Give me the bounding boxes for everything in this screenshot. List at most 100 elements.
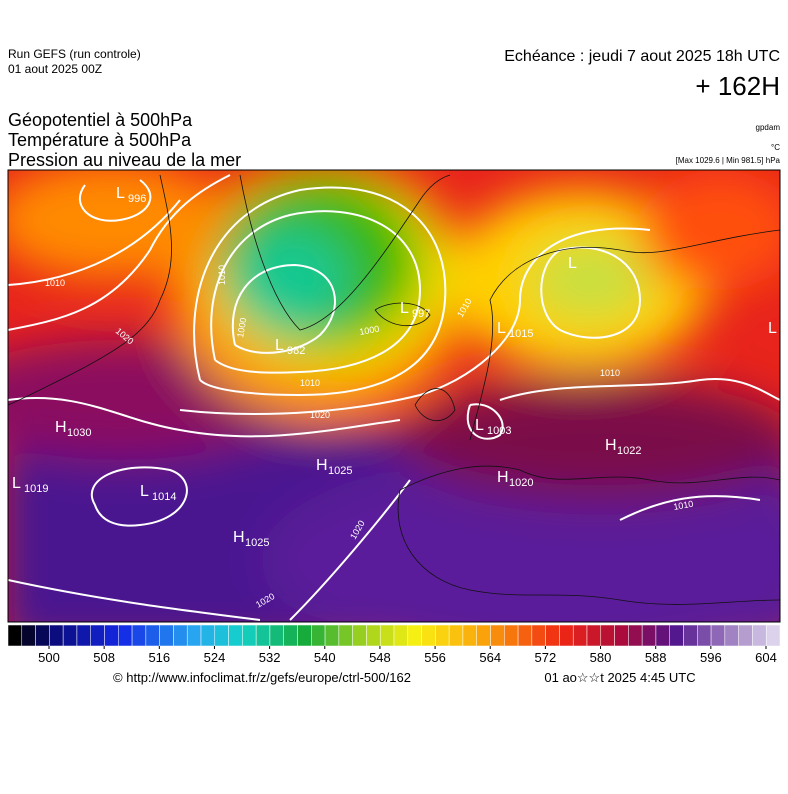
colorbar-cell [62, 624, 78, 647]
colorbar-cell [338, 624, 353, 647]
colorbar-tick-label: 540 [314, 650, 336, 665]
colorbar-cell [200, 624, 216, 647]
colorbar-cell [517, 624, 533, 647]
colorbar-tick-label: 500 [38, 650, 60, 665]
pressure-center-letter: H [316, 457, 328, 474]
colorbar-cell [118, 624, 133, 647]
colorbar-tick-label: 604 [755, 650, 777, 665]
run-name: Run GEFS (run controle) [8, 47, 141, 61]
colorbar-cell [297, 624, 312, 647]
colorbar-cell [462, 624, 477, 647]
colorbar-cell [765, 624, 781, 647]
colorbar-cell [21, 624, 36, 647]
colorbar-cell [228, 624, 243, 647]
colorbar-cell [283, 624, 298, 647]
colorbar-tick-label: 596 [700, 650, 722, 665]
pressure-center-letter: L [568, 255, 577, 272]
colorbar-cell [614, 624, 629, 647]
colorbar-cell [242, 624, 257, 647]
pressure-center-value: 1025 [245, 537, 269, 549]
pressure-center-value: 996 [128, 193, 146, 205]
pressure-center-value: 1014 [152, 491, 176, 503]
contour-label: 1020 [310, 410, 330, 420]
map [8, 170, 780, 622]
pressure-center-value: 1030 [67, 427, 91, 439]
colorbar-tick-label: 572 [535, 650, 557, 665]
colorbar-cell [752, 624, 767, 647]
pressure-center-value: 1019 [24, 483, 48, 495]
contour-label: 1010 [600, 368, 620, 378]
isobars [8, 174, 780, 621]
colorbar-cell [435, 624, 450, 647]
unit: [Max 1029.6 | Min 981.5] hPa [676, 156, 781, 165]
colorbar-cell [145, 624, 160, 647]
unit: °C [771, 143, 780, 152]
colorbar-tick-label: 564 [479, 650, 501, 665]
colorbar-cell [421, 624, 436, 647]
colorbar-cell [186, 624, 202, 647]
colorbar-tick-label: 508 [93, 650, 115, 665]
pressure-center-letter: L [116, 185, 125, 202]
contour-label: 1010 [300, 378, 320, 388]
colorbar-cell [490, 624, 505, 647]
colorbar-cell [572, 624, 588, 647]
colorbar-cell [628, 624, 643, 647]
colorbar-cell [49, 624, 64, 647]
pressure-center-letter: L [12, 475, 21, 492]
pressure-center-value: 1025 [328, 465, 352, 477]
pressure-center-value: 1022 [617, 445, 641, 457]
footer-time: 01 ao☆☆t 2025 4:45 UTC [544, 670, 695, 685]
colorbar-cell [476, 624, 491, 647]
colorbar-cell [159, 624, 174, 647]
colorbar-cell [448, 624, 464, 647]
colorbar-cell [131, 624, 147, 647]
pressure-center-letter: L [497, 320, 506, 337]
colorbar-cell [600, 624, 615, 647]
colorbar-cell [669, 624, 684, 647]
colorbar-cell [366, 624, 381, 647]
colorbar-cell [655, 624, 670, 647]
colorbar-cell [393, 624, 409, 647]
colorbar-cell [311, 624, 326, 647]
colorbar-cell [586, 624, 602, 647]
colorbar-cell [504, 624, 519, 647]
pressure-center-value: 1015 [509, 328, 533, 340]
colorbar-cell [559, 624, 574, 647]
colorbar-cell [407, 624, 422, 647]
colorbar-cell [214, 624, 229, 647]
colorbar-cell [324, 624, 340, 647]
colorbar-cell [710, 624, 726, 647]
pressure-center-letter: L [475, 417, 484, 434]
run-date: 01 aout 2025 00Z [8, 62, 102, 76]
colorbar-cell [104, 624, 119, 647]
colorbar-cell [269, 624, 284, 647]
pressure-center-letter: H [497, 469, 509, 486]
contour-label: 1000 [359, 324, 380, 337]
footer-url: © http://www.infoclimat.fr/z/gefs/europe… [113, 670, 411, 685]
colorbar-tick-label: 524 [204, 650, 226, 665]
coastlines [8, 174, 780, 605]
colorbar-cell [173, 624, 188, 647]
colorbar-cell [724, 624, 739, 647]
echeance: Echéance : jeudi 7 aout 2025 18h UTC [504, 48, 780, 65]
colorbar-tick-label: 580 [590, 650, 612, 665]
pressure-center-letter: L [140, 483, 149, 500]
temperature-field [8, 170, 780, 622]
colorbar-cell [379, 624, 395, 647]
colorbar-cell [352, 624, 367, 647]
pressure-center-letter: L [400, 300, 409, 317]
title: Pression au niveau de la mer [8, 150, 241, 170]
colorbar-cell [738, 624, 753, 647]
pressure-center-letter: L [275, 337, 284, 354]
pressure-center-value: 1003 [487, 425, 511, 437]
contour-label: 1010 [217, 265, 227, 285]
pressure-center-letter: H [605, 437, 617, 454]
colorbar-cell [255, 624, 271, 647]
pressure-center-letter: H [55, 419, 67, 436]
colorbar-cell [697, 624, 712, 647]
colorbar-tick-label: 548 [369, 650, 391, 665]
pressure-center-letter: L [768, 320, 777, 337]
contour-label: 1010 [45, 278, 65, 288]
colorbar-cell [683, 624, 698, 647]
map-frame [7, 169, 781, 623]
